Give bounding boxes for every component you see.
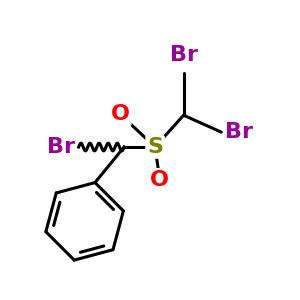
Text: Br: Br [47,137,75,157]
Text: O: O [150,170,169,190]
Text: Br: Br [169,45,198,65]
Text: S: S [147,137,163,157]
Text: O: O [111,104,130,124]
Text: Br: Br [225,122,253,142]
